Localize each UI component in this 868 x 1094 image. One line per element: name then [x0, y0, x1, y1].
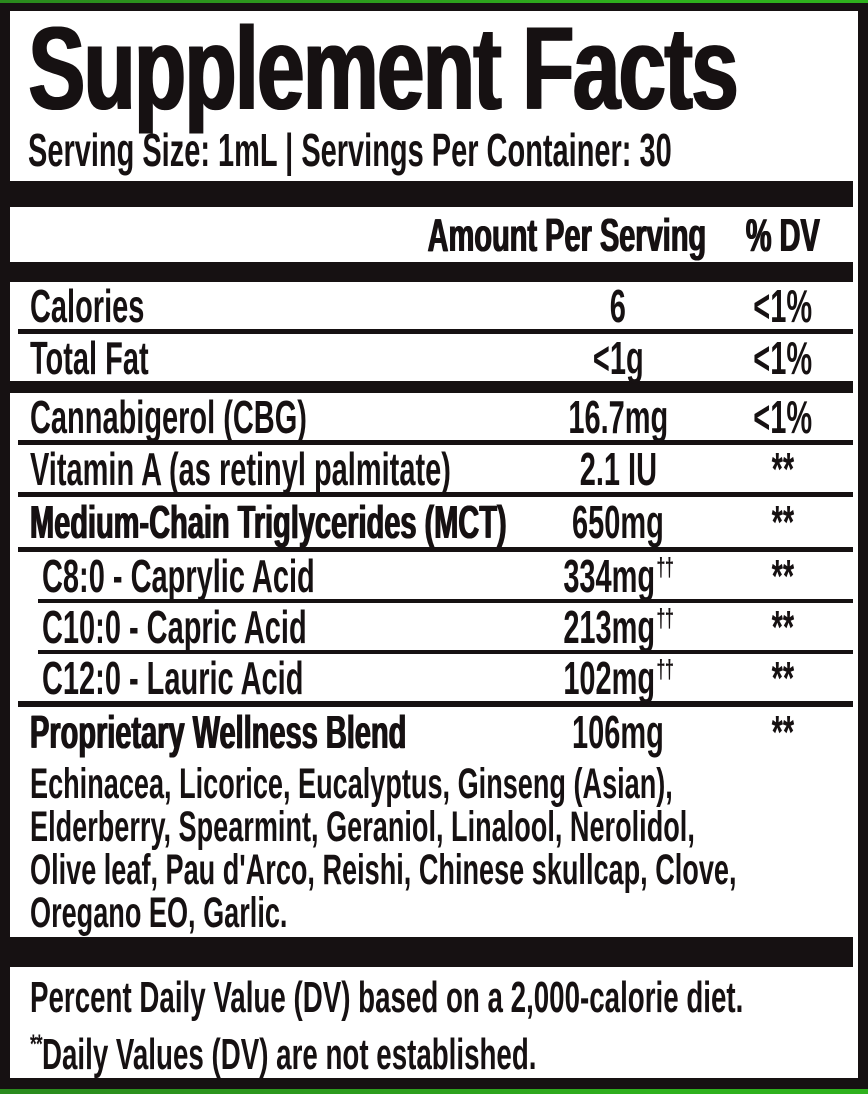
dv-value: **	[771, 651, 795, 704]
serving-info: Serving Size: 1mL | Servings Per Contain…	[28, 125, 858, 175]
row-divider	[18, 547, 853, 552]
blend-line: Echinacea, Licorice, Eucalyptus, Ginseng…	[30, 760, 673, 808]
table-row-vitamin-a: Vitamin A (as retinyl palmitate) 2.1 IU …	[10, 443, 858, 495]
dv-value: <1%	[753, 390, 813, 443]
divider-thick-bottom	[10, 937, 853, 967]
amount-column-header: Amount Per Serving	[427, 208, 706, 261]
row-divider	[18, 440, 853, 445]
amount-value: 106mg	[572, 706, 664, 758]
row-divider	[18, 492, 853, 497]
dv-value: **	[771, 496, 795, 548]
amount-value: 2.1 IU	[579, 442, 657, 495]
label-header: Supplement Facts	[28, 3, 858, 135]
nutrient-name: C8:0 - Caprylic Acid	[42, 549, 315, 602]
amount-value: 102mg††	[562, 651, 674, 704]
blend-ingredients-list: Echinacea, Licorice, Eucalyptus, Ginseng…	[30, 763, 858, 935]
dv-value: **	[771, 442, 795, 495]
amount-value: 650mg	[572, 496, 664, 548]
divider-thick-header	[10, 262, 853, 282]
nutrient-name: C12:0 - Lauric Acid	[42, 651, 304, 704]
dv-column-header: % DV	[745, 208, 821, 261]
blend-line: Olive leaf, Pau d'Arco, Reishi, Chinese …	[30, 846, 737, 894]
nutrient-name: Total Fat	[30, 331, 149, 384]
dv-value: **	[771, 549, 795, 602]
table-header-row: Amount Per Serving % DV	[10, 207, 858, 262]
footnote-dv-not-established: **Daily Values (DV) are not established.	[30, 1029, 537, 1079]
amount-value: <1g	[592, 331, 644, 384]
amount-value: 6	[609, 279, 627, 332]
table-row-capric-acid: C10:0 - Capric Acid 213mg†† **	[10, 601, 858, 653]
nutrient-name: Medium-Chain Triglycerides (MCT)	[30, 496, 507, 548]
amount-value: 334mg††	[562, 549, 674, 602]
amount-value: 213mg††	[562, 600, 674, 653]
blend-line: Oregano EO, Garlic.	[30, 889, 288, 937]
page-title: Supplement Facts	[28, 3, 738, 135]
table-row-total-fat: Total Fat <1g <1%	[10, 332, 858, 384]
asterisk-footnote-mark: **	[30, 1029, 43, 1059]
row-divider-indented	[38, 599, 853, 603]
dv-value: **	[771, 706, 795, 758]
footnote-daily-value: Percent Daily Value (DV) based on a 2,00…	[30, 973, 744, 1022]
nutrient-name: Proprietary Wellness Blend	[30, 706, 407, 758]
blend-line: Elderberry, Spearmint, Geraniol, Linaloo…	[30, 803, 695, 851]
supplement-facts-label: Supplement Facts Serving Size: 1mL | Ser…	[0, 3, 868, 1089]
nutrient-name: C10:0 - Capric Acid	[42, 600, 307, 653]
table-row-lauric-acid: C12:0 - Lauric Acid 102mg†† **	[10, 652, 858, 704]
serving-info-text: Serving Size: 1mL | Servings Per Contain…	[28, 124, 672, 176]
dagger-footnote-mark: ††	[656, 602, 674, 633]
divider-thick-top	[10, 181, 853, 207]
dagger-footnote-mark: ††	[656, 653, 674, 684]
dv-value: **	[771, 600, 795, 653]
table-row-caprylic-acid: C8:0 - Caprylic Acid 334mg†† **	[10, 550, 858, 602]
divider-thick-mid	[10, 381, 853, 393]
table-row-mct: Medium-Chain Triglycerides (MCT) 650mg *…	[10, 496, 858, 548]
table-row-cannabigerol: Cannabigerol (CBG) 16.7mg <1%	[10, 391, 858, 443]
dagger-footnote-mark: ††	[656, 551, 674, 582]
table-row-calories: Calories 6 <1%	[10, 280, 858, 332]
footnotes-section: Percent Daily Value (DV) based on a 2,00…	[10, 967, 858, 1079]
dv-value: <1%	[753, 279, 813, 332]
dv-value: <1%	[753, 331, 813, 384]
row-divider-indented	[38, 650, 853, 654]
row-divider	[18, 701, 853, 707]
row-divider	[18, 329, 853, 334]
table-row-proprietary-blend: Proprietary Wellness Blend 106mg **	[10, 706, 858, 758]
nutrient-name: Calories	[30, 279, 145, 332]
amount-value: 16.7mg	[568, 390, 668, 443]
nutrient-name: Vitamin A (as retinyl palmitate)	[30, 442, 451, 495]
nutrient-name: Cannabigerol (CBG)	[30, 390, 307, 443]
